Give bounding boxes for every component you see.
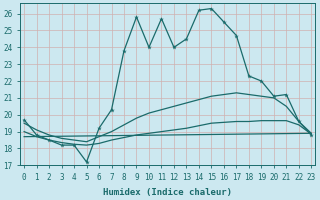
X-axis label: Humidex (Indice chaleur): Humidex (Indice chaleur) xyxy=(103,188,232,197)
